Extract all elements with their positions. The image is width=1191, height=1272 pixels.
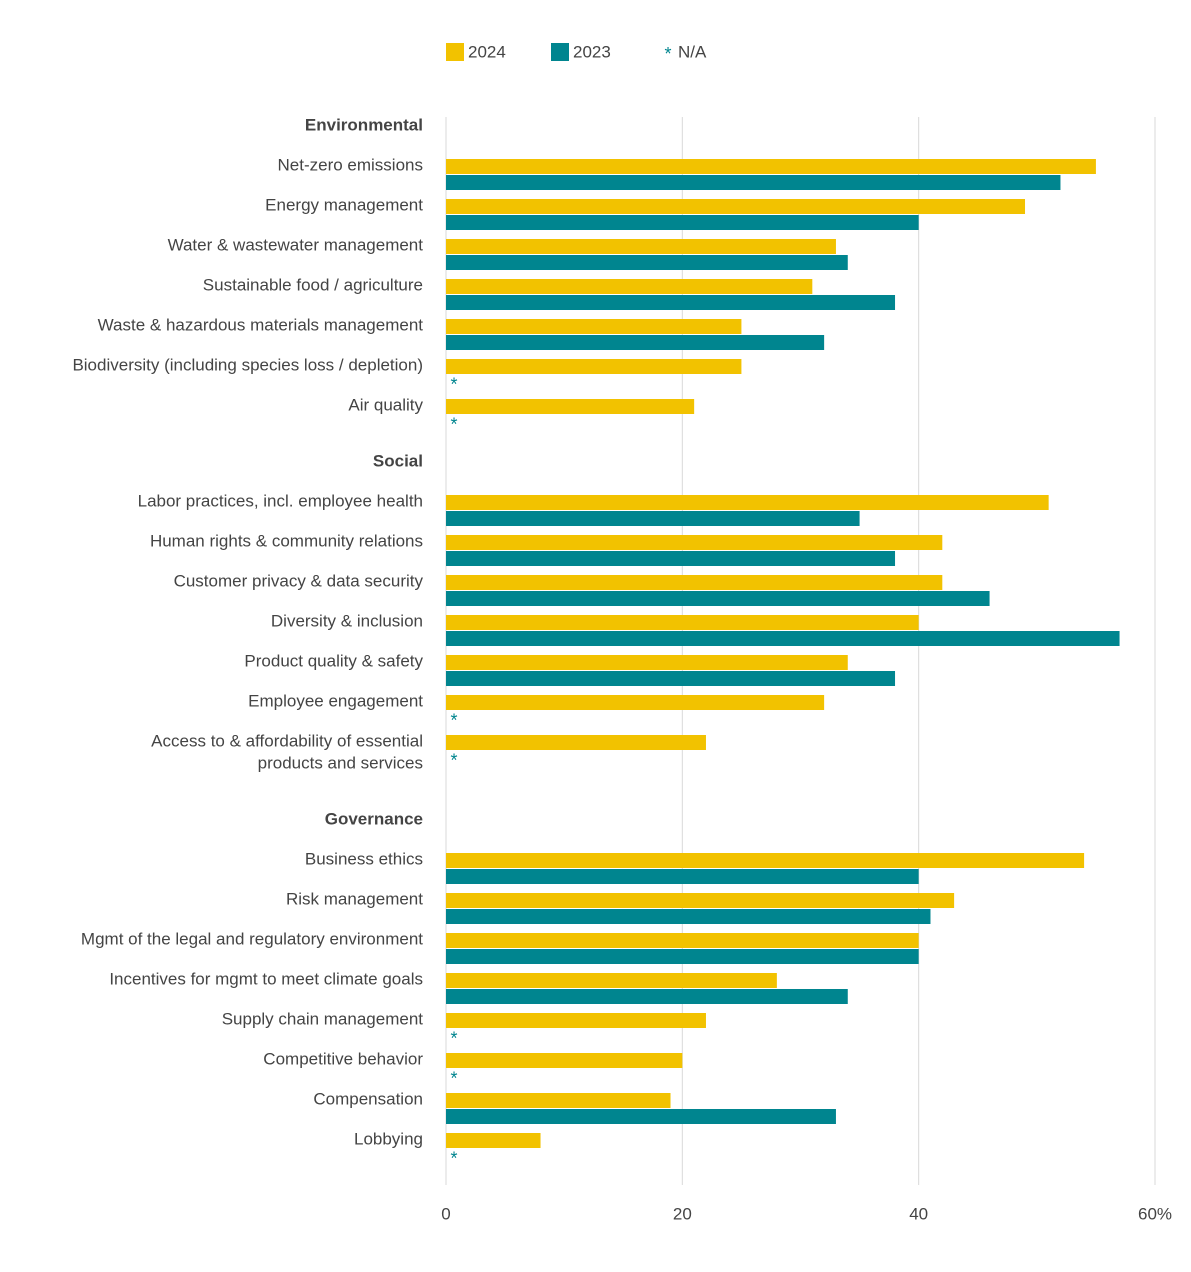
bar	[446, 551, 896, 566]
category-label: Water & wastewater management	[168, 235, 424, 254]
bar	[446, 319, 742, 334]
bar	[446, 199, 1026, 214]
bar	[446, 1013, 706, 1028]
bar	[446, 671, 896, 686]
legend-label: 2023	[573, 42, 611, 61]
bar	[446, 575, 943, 590]
bar	[446, 989, 848, 1004]
bar	[446, 591, 990, 606]
bar	[446, 511, 860, 526]
category-label: Waste & hazardous materials management	[98, 315, 424, 334]
bar	[446, 1093, 671, 1108]
bar	[446, 695, 825, 710]
bar	[446, 631, 1120, 646]
bar	[446, 869, 919, 884]
bar	[446, 853, 1085, 868]
bar	[446, 175, 1061, 190]
bar	[446, 359, 742, 374]
legend-na-symbol: *	[664, 44, 671, 64]
legend-swatch	[551, 43, 569, 61]
legend-label: N/A	[678, 42, 707, 61]
bar	[446, 255, 848, 270]
na-marker: *	[450, 1028, 457, 1048]
category-label: Employee engagement	[248, 691, 423, 710]
na-marker: *	[450, 374, 457, 394]
bar	[446, 279, 813, 294]
bar	[446, 949, 919, 964]
x-tick-label: 20	[673, 1204, 692, 1223]
category-label: Labor practices, incl. employee health	[138, 491, 423, 510]
bar	[446, 215, 919, 230]
category-label: Biodiversity (including species loss / d…	[72, 355, 423, 374]
bar	[446, 1133, 541, 1148]
category-label: Net-zero emissions	[278, 155, 424, 174]
na-marker: *	[450, 750, 457, 770]
category-label: Energy management	[265, 195, 423, 214]
category-label: Customer privacy & data security	[174, 571, 424, 590]
category-label: Compensation	[313, 1089, 423, 1108]
category-label: Access to & affordability of essential	[151, 731, 423, 750]
bar	[446, 1109, 836, 1124]
bar	[446, 735, 706, 750]
na-marker: *	[450, 1068, 457, 1088]
category-label: Diversity & inclusion	[271, 611, 423, 630]
category-label: Risk management	[286, 889, 423, 908]
category-label: Mgmt of the legal and regulatory environ…	[81, 929, 423, 948]
bar	[446, 615, 919, 630]
na-marker: *	[450, 414, 457, 434]
na-marker: *	[450, 1148, 457, 1168]
x-tick-label: 60%	[1138, 1204, 1172, 1223]
bar	[446, 933, 919, 948]
legend-swatch	[446, 43, 464, 61]
category-label: Sustainable food / agriculture	[203, 275, 423, 294]
bar	[446, 909, 931, 924]
category-label: Competitive behavior	[263, 1049, 423, 1068]
bar	[446, 159, 1096, 174]
bar	[446, 893, 955, 908]
bar	[446, 295, 896, 310]
bar	[446, 495, 1049, 510]
group-header: Social	[373, 451, 423, 470]
bar	[446, 1053, 683, 1068]
bar	[446, 239, 836, 254]
legend-label: 2024	[468, 42, 506, 61]
bar	[446, 399, 695, 414]
category-label: Lobbying	[354, 1129, 423, 1148]
x-tick-label: 40	[909, 1204, 928, 1223]
category-label: Product quality & safety	[244, 651, 423, 670]
category-label: Business ethics	[305, 849, 423, 868]
bar	[446, 335, 825, 350]
na-marker: *	[450, 710, 457, 730]
group-header: Environmental	[305, 115, 423, 134]
bar	[446, 655, 848, 670]
bar	[446, 973, 777, 988]
category-label: Supply chain management	[222, 1009, 424, 1028]
group-header: Governance	[325, 809, 423, 828]
category-label: products and services	[258, 753, 423, 772]
category-label: Incentives for mgmt to meet climate goal…	[109, 969, 423, 988]
category-label: Human rights & community relations	[150, 531, 423, 550]
bar	[446, 535, 943, 550]
category-label: Air quality	[348, 395, 423, 414]
x-tick-label: 0	[441, 1204, 450, 1223]
